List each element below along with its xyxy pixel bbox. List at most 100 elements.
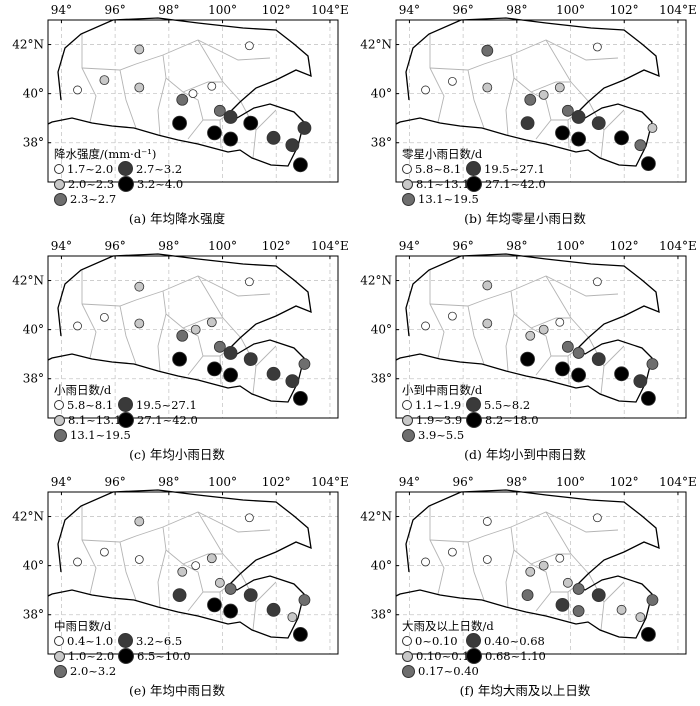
legend-swatch-icon [118,633,133,648]
y-tick-label: 40° [23,559,44,573]
station-marker [447,76,457,86]
station-marker [646,358,659,370]
legend: 零星小雨日数/d 5.8~8.1 19.5~27.1 8.1~13.1 27.1~42.… [402,147,546,206]
legend-item: 1.7~2.0 [54,161,116,176]
station-marker [206,317,217,328]
legend-swatch-icon [118,176,134,192]
legend-label: 2.0~2.3 [68,177,115,191]
legend-swatch-icon [402,192,415,206]
legend-item: 0.17~0.40 [402,664,479,678]
region-boundary [47,253,312,403]
legend-swatch-icon [118,648,134,664]
legend-label: 0.68~1.10 [485,649,546,663]
legend-swatch-icon [54,163,64,174]
legend-label: 1.9~3.9 [416,413,463,427]
legend-swatch-icon [466,397,481,412]
x-tick-label: 96° [452,3,473,17]
legend-swatch-icon [402,428,415,442]
legend-label: 5.5~8.2 [484,397,531,412]
station-marker [266,366,281,381]
y-tick-label: 40° [371,87,392,101]
station-marker [555,125,570,141]
station-marker [592,42,602,52]
legend-label: 6.5~10.0 [137,649,191,663]
station-marker [214,577,225,588]
station-marker [525,566,536,577]
legend-swatch-icon [402,399,412,410]
legend-swatch-icon [402,178,413,190]
x-tick-label: 100° [556,475,585,489]
station-marker [647,123,658,133]
legend-item: 27.1~42.0 [466,176,546,192]
y-tick-label: 38° [23,372,44,386]
legend-item: 0~0.10 [402,633,464,648]
x-tick-label: 98° [158,3,179,17]
station-marker [447,311,457,321]
station-marker [172,588,187,602]
y-tick-label: 42°N [12,510,44,524]
station-marker [223,346,238,360]
station-marker [641,390,656,406]
station-marker [172,115,187,131]
x-tick-label: 94° [51,3,72,17]
legend-item: 6.5~10.0 [118,648,198,664]
station-marker [99,312,109,322]
map-panel: 94° 96° 98° 100° 102° 104°E 42°N 40° 38° 降水强度/(mm… [8,0,349,234]
x-tick-label: 100° [208,3,237,17]
map-canvas: 94° 96° 98° 100° 102° 104°E 42°N 40° 38° [12,239,349,419]
legend-swatch-icon [118,412,134,428]
legend-swatch-icon [118,397,133,412]
legend-swatch-icon [402,650,413,662]
legend-label: 2.0~3.2 [70,664,117,678]
region-boundary [47,489,312,639]
x-tick-label: 96° [104,239,125,253]
map-canvas: 94° 96° 98° 100° 102° 104°E 42°N 40° 38° [12,475,349,655]
legend-title: 零星小雨日数/d [402,147,483,161]
station-marker [538,560,549,571]
station-marker [73,321,82,331]
station-marker [172,351,187,367]
legend: 降水强度/(mm·d⁻¹) 1.7~2.0 2.7~3.2 2.0~2.3 3.2~4.… [54,147,198,206]
station-marker [134,281,145,292]
station-marker [206,553,217,564]
legend-item: 2.7~3.2 [118,161,198,176]
station-marker [482,555,492,564]
station-marker [520,351,535,367]
station-marker [482,82,493,93]
legend-label: 1.1~1.9 [415,397,462,412]
station-marker [481,44,494,57]
station-polygons [429,506,625,631]
station-marker [176,329,189,342]
legend-item: 2.0~2.3 [54,176,116,192]
legend-label: 27.1~42.0 [137,413,198,427]
station-marker [591,352,606,366]
x-tick-label: 102° [610,475,639,489]
station-marker [99,75,110,86]
x-tick-label: 94° [399,475,420,489]
station-marker [223,603,238,619]
map-canvas: 94° 96° 98° 100° 102° 104°E 42°N 40° 38° [360,475,697,655]
y-tick-label: 42°N [12,274,44,288]
station-marker [572,583,585,595]
legend-label: 8.1~13.1 [68,413,122,427]
station-marker [266,602,281,617]
station-marker [614,130,629,146]
station-marker [561,340,574,353]
y-tick-label: 40° [371,323,392,337]
map-canvas: 94° 96° 98° 100° 102° 104°E 42°N 40° 38° [12,3,349,183]
y-tick-label: 38° [371,372,392,386]
station-marker [207,81,217,91]
legend-label: 0.4~1.0 [67,633,114,648]
station-marker [243,352,258,366]
station-marker [297,121,312,135]
legend-item: 3.2~4.0 [118,176,198,192]
station-marker [421,321,430,331]
y-tick-label: 40° [23,87,44,101]
station-marker [223,131,238,147]
legend-item: 1.9~3.9 [402,412,464,428]
station-marker [213,104,226,117]
station-marker [188,89,198,99]
station-marker [571,367,586,383]
x-tick-label: 104°E [659,239,697,253]
station-marker [571,131,586,147]
